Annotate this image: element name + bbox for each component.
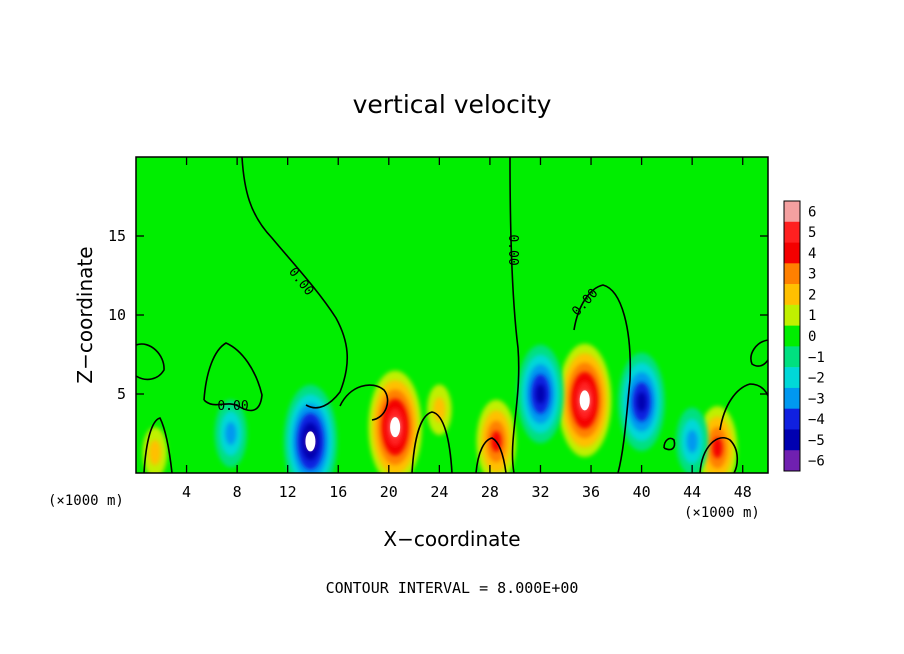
x-tick-label: 12 (279, 483, 297, 501)
x-unit-label-left: (×1000 m) (48, 493, 124, 509)
color-swatch (784, 387, 800, 409)
velocity-core (305, 431, 316, 452)
x-unit-label-right: (×1000 m) (684, 505, 760, 521)
contour-label: 0.00 (505, 234, 520, 265)
contour-line (663, 437, 676, 451)
color-scale-label: −5 (808, 433, 825, 449)
contour-line (475, 437, 507, 473)
contour-line (136, 343, 165, 381)
color-swatch (784, 367, 800, 389)
color-scale-frame (783, 200, 801, 472)
color-scale-label: −1 (808, 350, 825, 366)
contour-line (750, 339, 768, 367)
color-swatch (784, 263, 800, 285)
color-swatch (784, 284, 800, 306)
x-tick-label: 36 (582, 483, 600, 501)
color-swatch (784, 242, 800, 264)
contour-line (411, 411, 453, 473)
color-swatch (784, 408, 800, 430)
velocity-cell (636, 392, 647, 412)
chart-title: vertical velocity (353, 90, 552, 119)
color-scale-label: −4 (808, 412, 825, 428)
color-swatch (784, 304, 800, 326)
y-tick-label: 15 (108, 227, 126, 245)
x-tick-label: 28 (481, 483, 499, 501)
color-scale-label: 5 (808, 225, 816, 241)
x-axis: 4 8 12 16 20 24 28 32 36 40 44 48 (182, 157, 752, 501)
x-axis-title: X−coordinate (383, 527, 520, 551)
color-scale-label: 0 (808, 329, 816, 345)
plot-area: 0.00 0.00 0.00 0.00 (135, 156, 769, 474)
color-swatch (784, 325, 800, 347)
y-axis-title: Z−coordinate (73, 246, 97, 383)
color-scale-label: 4 (808, 246, 816, 262)
color-swatch (784, 346, 800, 368)
velocity-cell (148, 439, 162, 466)
contour-line (509, 157, 520, 473)
contour-line (573, 284, 632, 473)
x-tick-label: 24 (430, 483, 448, 501)
velocity-cell (712, 437, 723, 459)
x-tick-label: 4 (182, 483, 191, 501)
color-scale-label: 6 (808, 204, 816, 220)
velocity-cell (225, 422, 237, 445)
contour-line (143, 417, 173, 473)
x-tick-label: 20 (380, 483, 398, 501)
color-scale-label: −3 (808, 391, 825, 407)
color-scale-label: 1 (808, 308, 816, 324)
x-tick-label: 44 (683, 483, 701, 501)
y-tick-label: 10 (108, 306, 126, 324)
color-swatch (784, 450, 800, 472)
color-scale-legend: 6 5 4 3 2 1 0 −1 −2 −3 −4 −5 −6 (783, 200, 825, 472)
contour-interval-note: CONTOUR INTERVAL = 8.000E+00 (326, 579, 579, 597)
y-axis: 5 10 15 (108, 227, 768, 403)
color-swatch (784, 429, 800, 451)
color-scale-label: 2 (808, 287, 816, 303)
x-tick-label: 32 (531, 483, 549, 501)
color-swatch (784, 201, 800, 223)
color-swatch (784, 221, 800, 243)
contour-line (339, 384, 389, 421)
color-scale-label: −6 (808, 454, 825, 470)
contour-line (203, 342, 263, 412)
contour-line (241, 157, 349, 409)
contour-line (699, 437, 739, 473)
y-tick-label: 5 (117, 385, 126, 403)
velocity-core (390, 417, 401, 438)
velocity-core (579, 390, 590, 411)
x-tick-label: 8 (233, 483, 242, 501)
velocity-cell (686, 430, 698, 453)
color-scale-label: −2 (808, 371, 825, 387)
x-tick-label: 48 (734, 483, 752, 501)
x-tick-label: 16 (329, 483, 347, 501)
x-tick-label: 40 (633, 483, 651, 501)
contour-label: 0.00 (217, 399, 248, 414)
velocity-cell (535, 384, 546, 404)
color-scale-label: 3 (808, 267, 816, 283)
velocity-cell (433, 397, 446, 423)
zero-contour-lines (136, 157, 768, 473)
